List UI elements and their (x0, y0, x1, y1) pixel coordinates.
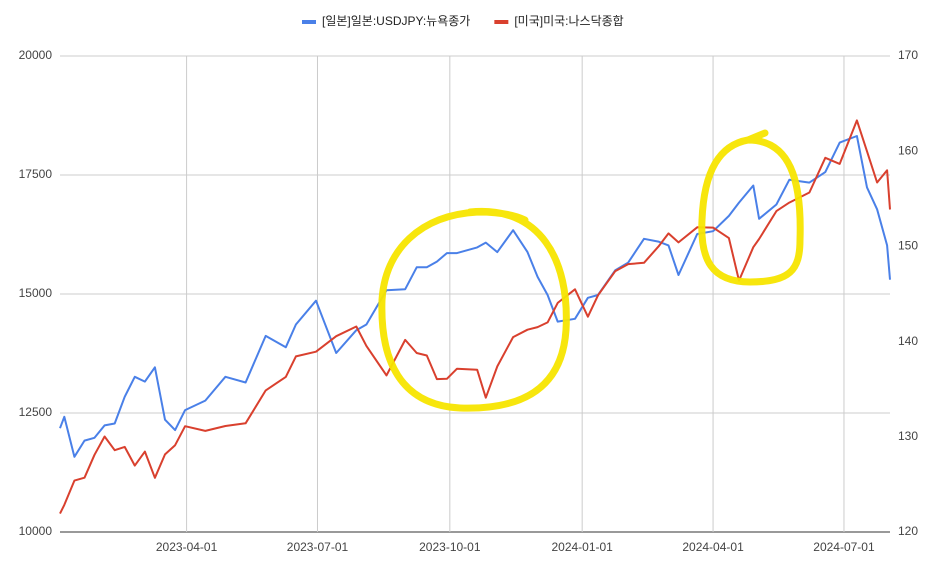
series-line (59, 119, 891, 515)
x-tick-label: 2023-07-01 (287, 540, 349, 554)
y-tick-label: 10000 (19, 524, 53, 538)
legend: [일본]일본:USDJPY:뉴욕종가 [미국]미국:나스닥종합 (302, 14, 624, 28)
x-tick-label: 2023-10-01 (419, 540, 481, 554)
legend-text: [미국]미국:나스닥종합 (514, 14, 623, 28)
y-tick-label: 15000 (19, 286, 53, 300)
legend-text: [일본]일본:USDJPY:뉴욕종가 (322, 14, 470, 28)
y-tick-label: 17500 (19, 167, 53, 181)
y2-tick-label: 120 (898, 524, 918, 538)
y-tick-label: 12500 (19, 405, 53, 419)
x-tick-label: 2024-04-01 (682, 540, 744, 554)
series-line (59, 135, 891, 458)
y2-tick-label: 140 (898, 334, 918, 348)
y2-tick-label: 160 (898, 143, 918, 157)
lines (59, 119, 891, 515)
x-tick-label: 2024-01-01 (551, 540, 613, 554)
annotation-circle (698, 129, 804, 286)
x-tick-label: 2023-04-01 (156, 540, 218, 554)
labels: 10000 12500 15000 17500 20000 120 130 140 150 160… (19, 48, 919, 554)
grid (60, 55, 890, 533)
annotation-circle (378, 207, 570, 412)
y2-tick-label: 170 (898, 48, 918, 62)
y2-tick-label: 150 (898, 239, 918, 253)
x-tick-label: 2024-07-01 (813, 540, 875, 554)
y2-tick-label: 130 (898, 429, 918, 443)
annotation-marks (378, 129, 804, 412)
y-tick-label: 20000 (19, 48, 53, 62)
